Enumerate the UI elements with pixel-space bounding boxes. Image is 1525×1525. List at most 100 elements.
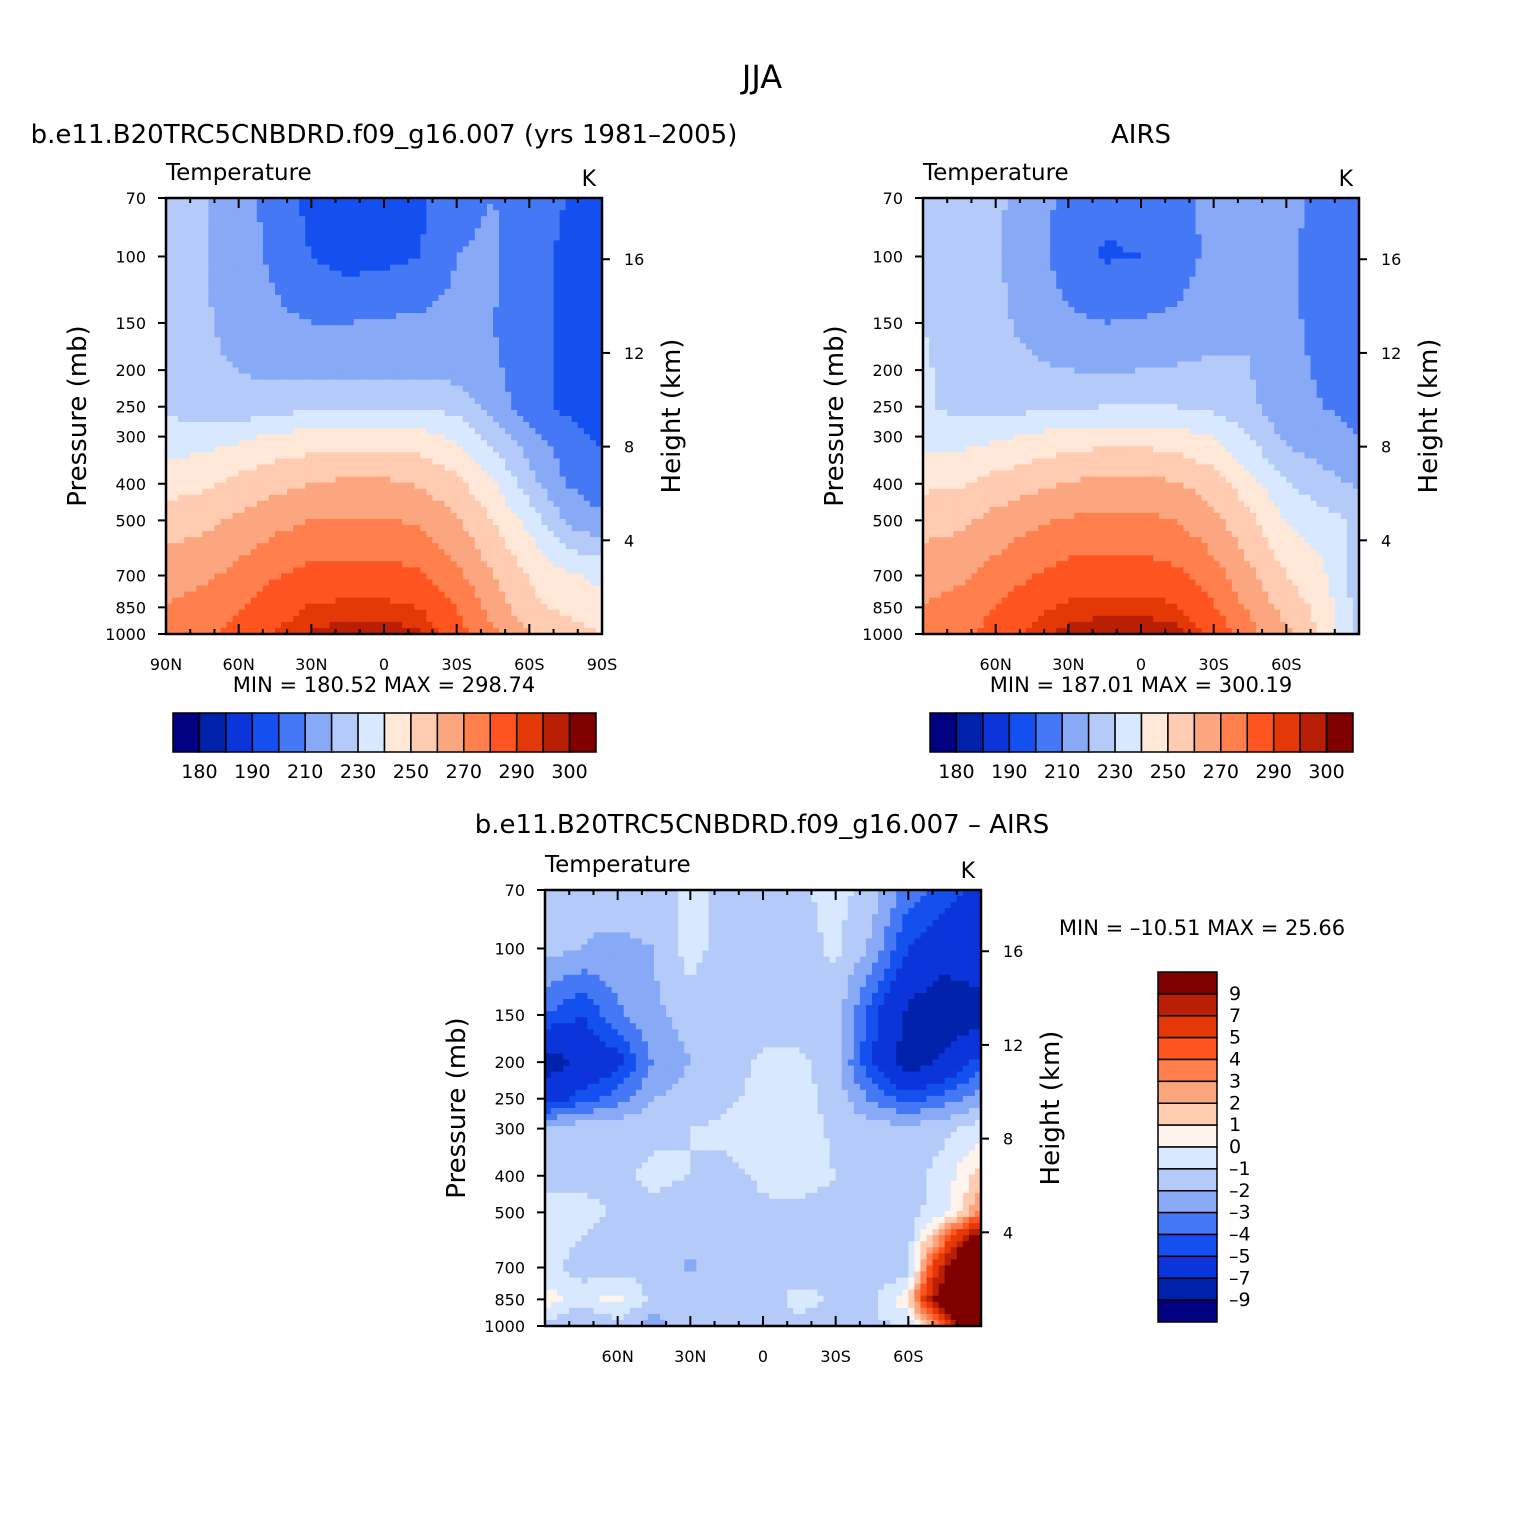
heatmap-cell [414,362,421,369]
heatmap-cell [330,567,337,574]
heatmap-cell [208,404,215,411]
heatmap-cell [572,477,579,484]
heatmap-cell [457,567,464,574]
heatmap-cell [305,452,312,459]
heatmap-cell [366,343,373,350]
heatmap-cell [432,349,439,356]
heatmap-cell [372,240,379,247]
heatmap-cell [323,313,330,320]
heatmap-cell [475,458,482,465]
heatmap-cell [523,253,530,260]
heatmap-cell [560,265,567,272]
heatmap-cell [251,525,258,532]
heatmap-cell [348,537,355,544]
heatmap-cell [233,416,240,423]
heatmap-cell [548,434,555,441]
heatmap-cell [305,289,312,296]
heatmap-cell [275,452,282,459]
heatmap-cell [414,331,421,338]
heatmap-cell [221,374,228,381]
heatmap-cell [245,471,252,478]
heatmap-cell [214,253,221,260]
heatmap-cell [414,458,421,465]
heatmap-cell [402,464,409,471]
heatmap-cell [245,580,252,587]
heatmap-cell [257,458,264,465]
heatmap-cell [354,398,361,405]
heatmap-cell [554,434,561,441]
heatmap-cell [439,573,446,580]
heatmap-cell [221,386,228,393]
heatmap-cell [348,416,355,423]
heatmap-cell [420,271,427,278]
heatmap-cell [402,204,409,211]
heatmap-cell [432,331,439,338]
heatmap-cell [287,301,294,308]
heatmap-cell [178,616,185,623]
heatmap-cell [263,501,270,508]
heatmap-cell [384,265,391,272]
heatmap-cell [336,289,343,296]
heatmap-cell [299,253,306,260]
heatmap-cell [378,234,385,241]
heatmap-cell [584,222,591,229]
heatmap-cell [293,452,300,459]
heatmap-cell [190,489,197,496]
heatmap-cell [578,392,585,399]
heatmap-cell [293,222,300,229]
heatmap-cell [208,204,215,211]
heatmap-cell [426,495,433,502]
heatmap-cell [317,216,324,223]
heatmap-cell [330,386,337,393]
heatmap-cell [214,598,221,605]
heatmap-cell [360,289,367,296]
heatmap-cell [178,386,185,393]
heatmap-cell [578,567,585,574]
heatmap-cell [420,240,427,247]
heatmap-cell [499,525,506,532]
heatmap-cell [269,253,276,260]
heatmap-cell [227,555,234,562]
heatmap-cell [336,592,343,599]
heatmap-cell [178,410,185,417]
heatmap-cell [432,598,439,605]
heatmap-cell [517,374,524,381]
heatmap-cell [481,289,488,296]
heatmap-cell [426,259,433,266]
heatmap-cell [390,428,397,435]
heatmap-cell [221,513,228,520]
heatmap-cell [263,325,270,332]
heatmap-cell [493,561,500,568]
heatmap-cell [541,277,548,284]
heatmap-cell [517,446,524,453]
heatmap-cell [445,295,452,302]
heatmap-cell [445,319,452,326]
heatmap-cell [560,277,567,284]
heatmap-cell [196,507,203,514]
heatmap-cell [432,501,439,508]
heatmap-cell [245,422,252,429]
heatmap-cell [499,246,506,253]
heatmap-cell [287,519,294,526]
heatmap-cell [330,464,337,471]
heatmap-cell [269,452,276,459]
heatmap-cell [330,319,337,326]
heatmap-cell [566,519,573,526]
heatmap-cell [566,422,573,429]
heatmap-cell [190,561,197,568]
heatmap-cell [299,543,306,550]
heatmap-cell [323,355,330,362]
heatmap-cell [287,416,294,423]
heatmap-cell [311,349,318,356]
heatmap-cell [523,422,530,429]
heatmap-cell [505,610,512,617]
heatmap-cell [426,507,433,514]
heatmap-cell [493,337,500,344]
heatmap-cell [287,204,294,211]
heatmap-cell [481,458,488,465]
heatmap-cell [578,283,585,290]
heatmap-cell [572,392,579,399]
heatmap-cell [372,398,379,405]
heatmap-cell [529,337,536,344]
heatmap-cell [481,271,488,278]
